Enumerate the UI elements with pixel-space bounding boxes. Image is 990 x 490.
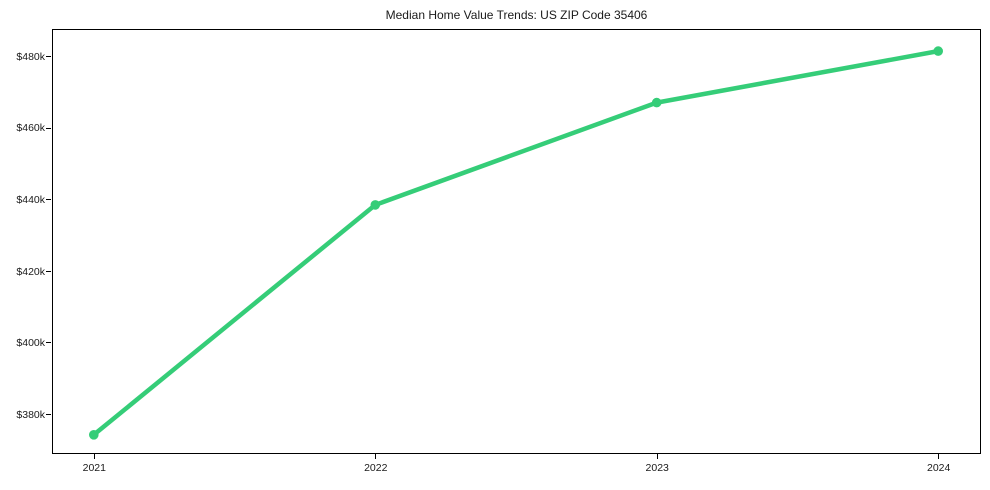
plot-area <box>52 29 981 454</box>
y-tick-mark <box>46 199 51 201</box>
data-point-marker <box>89 430 99 440</box>
y-tick-label: $400k <box>16 337 45 350</box>
data-point-marker <box>370 200 381 210</box>
x-tick-label: 2023 <box>645 461 669 474</box>
y-tick-label: $480k <box>16 50 45 63</box>
y-tick-label: $440k <box>16 194 45 206</box>
x-tick-mark <box>375 454 377 459</box>
y-tick-mark <box>46 413 51 415</box>
data-point-marker <box>651 97 662 108</box>
y-tick-mark <box>46 127 51 129</box>
line-plot-canvas <box>89 46 943 440</box>
y-tick-label: $380k <box>16 408 45 421</box>
y-tick-mark <box>46 56 51 58</box>
y-tick-mark <box>46 270 51 272</box>
x-tick-label: 2021 <box>82 461 106 474</box>
x-tick-mark <box>656 454 658 459</box>
x-tick-label: 2022 <box>364 461 388 474</box>
data-point-marker <box>933 46 943 56</box>
y-tick-mark <box>46 342 51 344</box>
chart-title: Median Home Value Trends: US ZIP Code 35… <box>385 8 648 22</box>
x-tick-mark <box>93 454 95 459</box>
y-tick-label: $460k <box>16 122 45 135</box>
trend-line <box>91 48 941 438</box>
x-tick-mark <box>937 454 939 459</box>
y-tick-label: $420k <box>16 265 45 278</box>
x-tick-label: 2024 <box>927 461 951 474</box>
